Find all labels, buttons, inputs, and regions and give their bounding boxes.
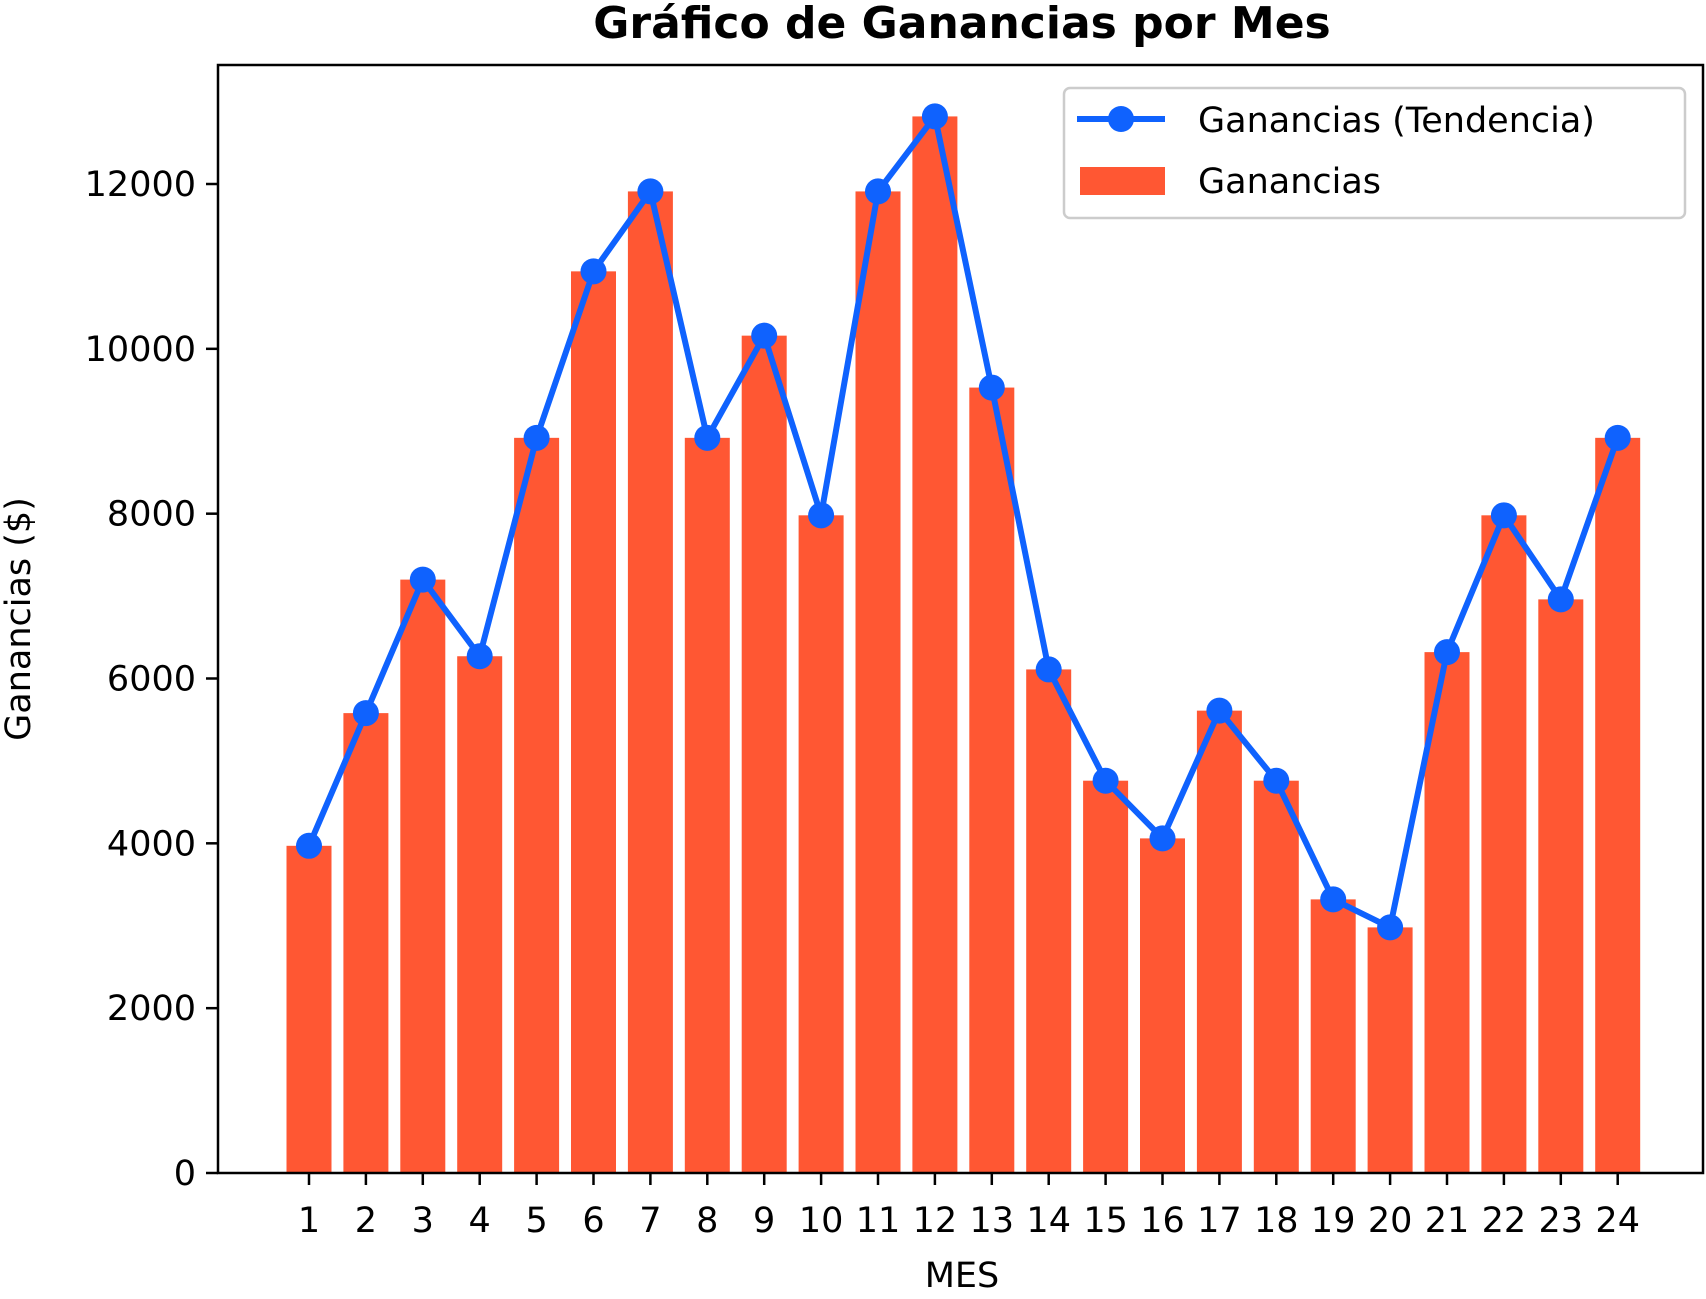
trend-point-month-19 [1320,886,1347,913]
bar-month-10 [798,515,844,1173]
y-axis: 0 2000 4000 6000 8000 10000 12000 [85,165,218,1194]
trend-point-month-5 [523,424,550,451]
y-axis-label: Ganancias ($) [0,497,39,741]
trend-point-month-24 [1604,424,1631,451]
trend-point-month-23 [1547,586,1574,613]
y-tick-label: 2000 [107,989,196,1029]
y-tick-label: 10000 [85,330,196,370]
bar-month-15 [1083,780,1129,1173]
bar-month-9 [741,335,787,1173]
x-tick-label: 13 [970,1201,1015,1241]
trend-point-month-8 [694,424,721,451]
legend-label-bars: Ganancias [1198,162,1381,202]
trend-point-month-13 [978,374,1005,401]
trend-point-month-9 [751,322,778,349]
x-tick-label: 2 [355,1201,377,1241]
x-tick-label: 21 [1425,1201,1470,1241]
bar-month-2 [343,713,389,1173]
bar-month-20 [1367,927,1413,1173]
legend: Ganancias (Tendencia) Ganancias [1062,86,1687,220]
x-tick-label: 12 [913,1201,958,1241]
bar-month-1 [286,845,332,1173]
x-tick-label: 8 [696,1201,718,1241]
x-tick-label: 23 [1539,1201,1584,1241]
x-tick-label: 10 [799,1201,844,1241]
axes-frame [216,63,1705,1175]
x-tick-label: 20 [1368,1201,1413,1241]
x-axis: 1 2 3 4 5 6 7 8 9 10 11 12 13 14 15 16 17 18 19 20 21 22 23 24 [298,1173,1640,1241]
bar-month-22 [1481,515,1527,1173]
x-tick-label: 6 [582,1201,604,1241]
bar-month-4 [457,656,503,1173]
x-tick-label: 22 [1482,1201,1527,1241]
legend-label-trend: Ganancias (Tendencia) [1198,101,1595,141]
trend-point-month-11 [865,178,891,205]
bar-month-24 [1595,437,1641,1174]
bar-month-12 [912,116,958,1173]
trend-point-month-1 [296,832,322,859]
trend-point-month-6 [580,258,607,285]
bar-month-3 [400,579,446,1173]
bar-month-11 [855,191,901,1174]
x-tick-label: 14 [1026,1201,1071,1241]
bar-month-18 [1253,780,1299,1173]
bar-month-13 [969,387,1015,1173]
trend-point-month-12 [921,103,948,130]
x-tick-label: 18 [1254,1201,1299,1241]
trend-point-month-21 [1434,639,1460,666]
trend-point-month-20 [1377,914,1404,941]
legend-box [1062,86,1687,220]
x-tick-label: 24 [1595,1201,1640,1241]
trend-point-month-22 [1490,502,1517,529]
bar-month-8 [684,437,730,1174]
bar-month-17 [1196,710,1242,1173]
bar-month-6 [571,271,616,1173]
bar-month-14 [1026,669,1072,1173]
y-tick-label: 12000 [85,165,196,205]
x-axis-label: MES [925,1256,1000,1296]
legend-marker-swatch [1108,106,1134,132]
x-tick-label: 19 [1311,1201,1356,1241]
bar-month-5 [514,437,560,1174]
y-tick-label: 4000 [107,824,196,864]
x-tick-label: 9 [753,1201,775,1241]
trend-point-month-16 [1149,825,1176,852]
bar-month-19 [1310,899,1356,1173]
trend-point-month-7 [637,178,664,205]
x-tick-label: 7 [639,1201,661,1241]
trend-point-month-10 [808,502,835,529]
trend-point-month-15 [1092,767,1119,794]
y-tick-label: 8000 [107,495,196,535]
trend-point-month-2 [352,700,379,727]
x-tick-label: 17 [1197,1201,1242,1241]
y-tick-label: 0 [174,1154,196,1194]
trend-line-group [296,103,1631,941]
bars-group [286,116,1641,1174]
x-tick-label: 16 [1140,1201,1185,1241]
bar-month-16 [1140,838,1185,1173]
bar-month-23 [1538,599,1584,1173]
x-tick-label: 11 [856,1201,901,1241]
trend-point-month-17 [1206,697,1233,724]
x-tick-label: 4 [469,1201,491,1241]
x-tick-label: 3 [412,1201,434,1241]
x-tick-label: 15 [1083,1201,1128,1241]
bar-month-7 [627,191,673,1174]
trend-line [306,113,1621,931]
trend-point-month-4 [466,643,493,670]
trend-point-month-14 [1035,656,1062,683]
trend-point-month-3 [409,566,436,593]
x-tick-label: 1 [298,1201,320,1241]
chart-title: Gráfico de Ganancias por Mes [593,0,1330,49]
trend-point-month-18 [1263,767,1290,794]
legend-bar-swatch [1080,167,1165,195]
x-tick-label: 5 [525,1201,547,1241]
y-tick-label: 6000 [107,660,196,700]
